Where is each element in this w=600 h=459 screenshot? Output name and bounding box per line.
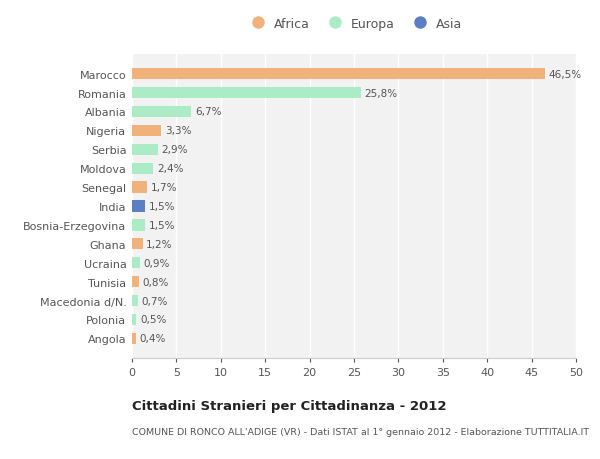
Text: 0,7%: 0,7% — [142, 296, 168, 306]
Bar — [132, 163, 154, 174]
Bar — [132, 125, 161, 137]
Bar — [132, 106, 191, 118]
Bar — [132, 220, 145, 231]
Text: 25,8%: 25,8% — [365, 89, 398, 98]
Text: 2,9%: 2,9% — [161, 145, 188, 155]
Bar — [132, 257, 140, 269]
Text: COMUNE DI RONCO ALL'ADIGE (VR) - Dati ISTAT al 1° gennaio 2012 - Elaborazione TU: COMUNE DI RONCO ALL'ADIGE (VR) - Dati IS… — [132, 427, 589, 436]
Text: Cittadini Stranieri per Cittadinanza - 2012: Cittadini Stranieri per Cittadinanza - 2… — [132, 399, 446, 412]
Text: 46,5%: 46,5% — [548, 69, 581, 79]
Text: 0,9%: 0,9% — [143, 258, 170, 268]
Text: 1,7%: 1,7% — [151, 183, 177, 193]
Text: 0,8%: 0,8% — [143, 277, 169, 287]
Text: 0,5%: 0,5% — [140, 315, 166, 325]
Text: 1,2%: 1,2% — [146, 239, 173, 249]
Bar — [132, 201, 145, 212]
Bar — [132, 295, 138, 307]
Text: 6,7%: 6,7% — [195, 107, 221, 117]
Text: 0,4%: 0,4% — [139, 334, 166, 344]
Bar — [132, 276, 139, 288]
Bar — [132, 144, 158, 156]
Legend: Africa, Europa, Asia: Africa, Europa, Asia — [241, 13, 467, 36]
Bar — [132, 88, 361, 99]
Text: 1,5%: 1,5% — [149, 220, 175, 230]
Bar — [132, 182, 147, 193]
Bar — [132, 333, 136, 344]
Text: 2,4%: 2,4% — [157, 164, 184, 174]
Text: 3,3%: 3,3% — [165, 126, 191, 136]
Bar — [132, 239, 143, 250]
Bar — [132, 69, 545, 80]
Text: 1,5%: 1,5% — [149, 202, 175, 212]
Bar — [132, 314, 136, 325]
